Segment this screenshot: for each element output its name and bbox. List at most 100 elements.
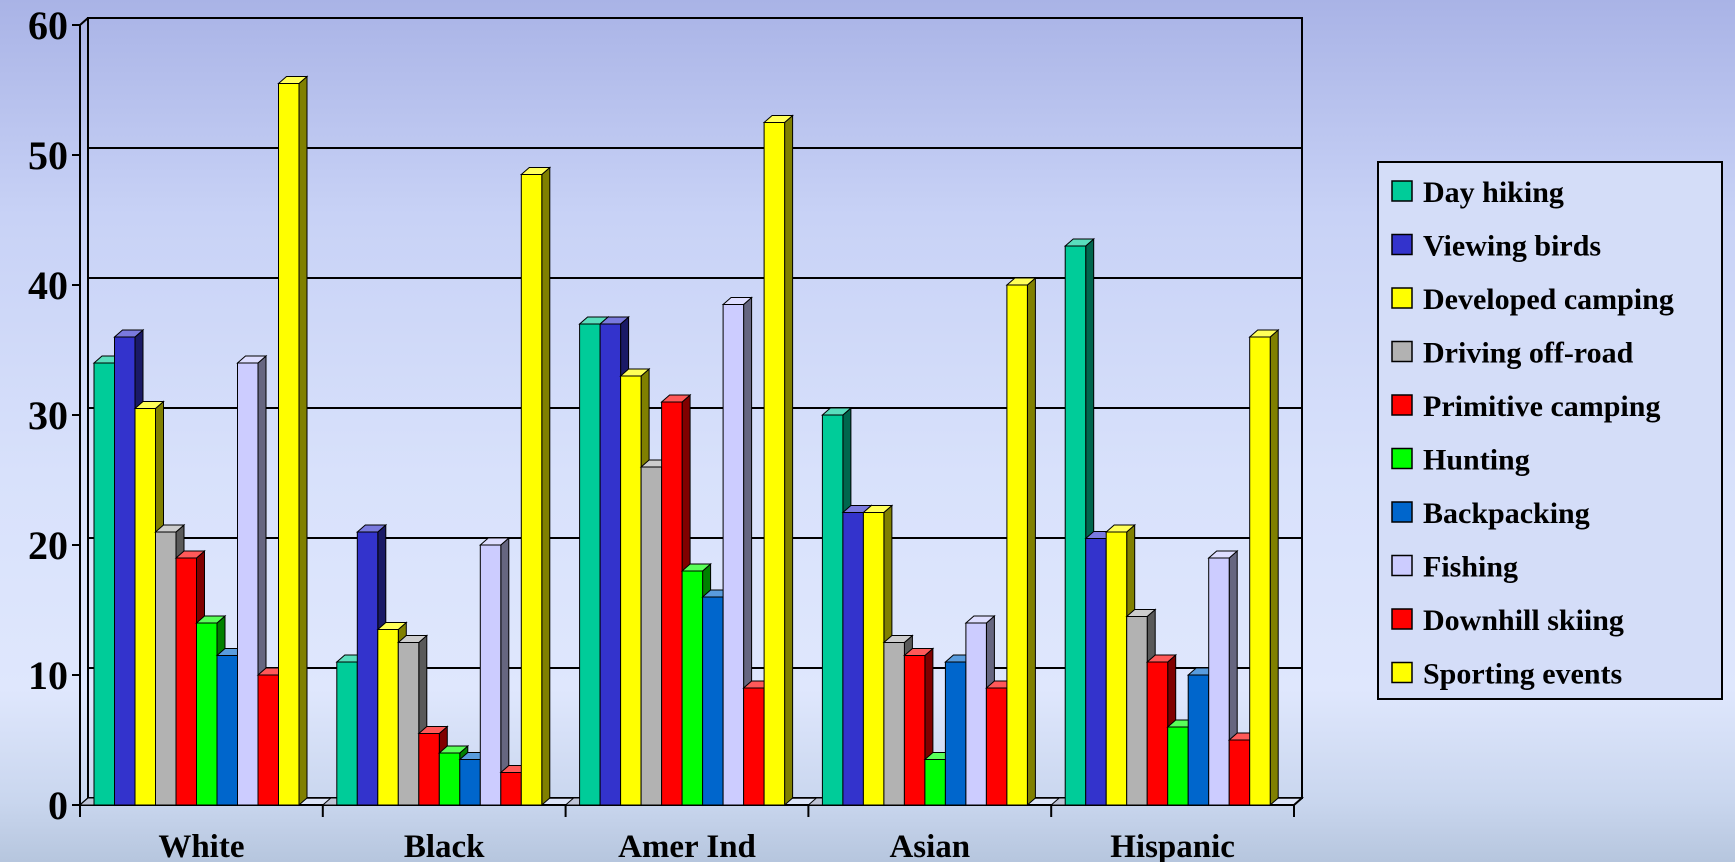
legend-swatch: [1391, 501, 1413, 523]
bar-front: [377, 629, 399, 806]
legend-label: Driving off-road: [1423, 337, 1634, 370]
bar: [721, 296, 753, 807]
bar-front: [397, 642, 420, 806]
bar-front: [278, 83, 300, 806]
bar-front: [175, 557, 197, 806]
bar-front: [479, 544, 502, 806]
bar-front: [661, 401, 683, 806]
bar-front: [599, 323, 622, 806]
y-tick-label: 50: [28, 133, 68, 178]
bar: [277, 75, 309, 807]
bar-front: [114, 336, 136, 806]
legend-label: Hunting: [1423, 444, 1530, 477]
bar-side: [541, 166, 551, 807]
bar-front: [1228, 739, 1251, 806]
bar-front: [520, 174, 543, 806]
bar-front: [1167, 726, 1189, 806]
legend-item: Backpacking: [1391, 497, 1590, 530]
legend-swatch: [1391, 608, 1413, 630]
plot-side-wall-top: [79, 17, 89, 26]
bar-side: [1269, 328, 1279, 807]
bar-front: [1187, 674, 1210, 806]
legend-item: Viewing birds: [1391, 230, 1601, 263]
legend-label: Developed camping: [1423, 283, 1674, 316]
bar-front: [743, 687, 765, 806]
bar-front: [862, 512, 885, 806]
legend-item: Downhill skiing: [1391, 604, 1624, 637]
bar-front: [237, 362, 259, 806]
bar: [1207, 549, 1239, 807]
bar: [478, 536, 511, 807]
bar-front: [944, 661, 967, 806]
plot-corner: [1293, 797, 1303, 806]
bar-front: [620, 375, 642, 806]
y-tick-label: 10: [28, 653, 68, 698]
bar-front: [965, 622, 987, 806]
bar-front: [1208, 557, 1230, 806]
bar: [1005, 276, 1037, 807]
bar-front: [134, 408, 156, 806]
bar-front: [1085, 538, 1107, 806]
bar-front: [196, 622, 218, 806]
bar-front: [1249, 336, 1271, 806]
bar-front: [418, 733, 440, 806]
legend-label: Backpacking: [1423, 497, 1590, 530]
bar-front: [93, 362, 115, 806]
legend-item: Driving off-road: [1391, 337, 1634, 370]
legend-swatch: [1391, 287, 1413, 309]
x-tick-label: White: [158, 829, 244, 862]
legend-item: Developed camping: [1391, 283, 1674, 316]
bar-front: [722, 304, 745, 806]
bar-front: [640, 466, 663, 806]
bar: [762, 114, 794, 807]
bar-side: [500, 536, 510, 807]
bar-front: [985, 687, 1008, 806]
bar-front: [903, 655, 926, 806]
bar-front: [216, 655, 238, 806]
legend-item: Sporting events: [1391, 658, 1622, 691]
bar: [519, 166, 552, 807]
bar-front: [336, 661, 358, 806]
x-tick-label: Asian: [889, 829, 970, 862]
legend-label: Primitive camping: [1423, 390, 1660, 423]
legend-item: Hunting: [1391, 444, 1530, 477]
bar-front: [459, 759, 481, 806]
legend-box: [1377, 161, 1723, 700]
bar-side: [1026, 276, 1036, 807]
y-tick-label: 20: [28, 523, 68, 568]
legend-item: Day hiking: [1391, 176, 1564, 209]
y-tick-label: 40: [28, 263, 68, 308]
bar-front: [924, 759, 946, 806]
bar-front: [883, 642, 905, 806]
x-tick-label: Black: [404, 829, 485, 862]
legend-swatch: [1391, 554, 1413, 577]
legend-swatch: [1391, 180, 1413, 202]
bar-front: [356, 531, 379, 806]
bar-front: [1064, 245, 1087, 806]
bar-front: [257, 674, 279, 806]
legend: Day hiking Viewing birds Developed camping…: [1377, 161, 1723, 700]
bar-side: [298, 75, 308, 807]
bar-front: [1105, 531, 1128, 806]
legend-swatch: [1391, 394, 1413, 416]
bar-front: [579, 323, 601, 806]
legend-swatch: [1391, 340, 1413, 363]
legend-swatch: [1391, 661, 1413, 684]
bar-front: [438, 752, 461, 806]
x-tick-label: Hispanic: [1110, 829, 1235, 862]
bar-side: [784, 114, 794, 807]
y-tick-label: 60: [28, 3, 68, 48]
bar-front: [702, 596, 724, 806]
legend-label: Sporting events: [1423, 658, 1622, 691]
bar-front: [1126, 616, 1148, 806]
legend-item: Primitive camping: [1391, 390, 1660, 423]
legend-label: Viewing birds: [1423, 230, 1601, 263]
bar-front: [821, 414, 844, 806]
y-tick-label: 0: [48, 783, 68, 828]
bar-front: [763, 122, 786, 806]
bar-front: [155, 531, 177, 806]
y-tick-label: 30: [28, 393, 68, 438]
bar-front: [1006, 284, 1028, 806]
bar-front: [842, 512, 864, 806]
